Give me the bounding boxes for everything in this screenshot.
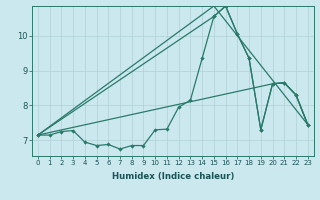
X-axis label: Humidex (Indice chaleur): Humidex (Indice chaleur)	[112, 172, 234, 181]
